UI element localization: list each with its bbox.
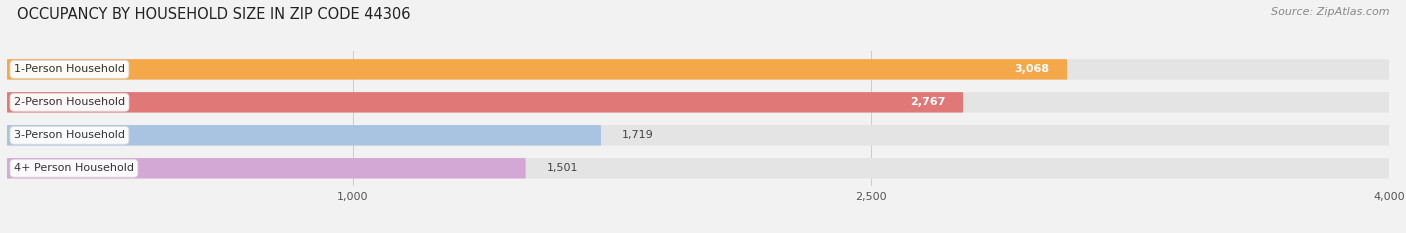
Text: Source: ZipAtlas.com: Source: ZipAtlas.com [1271, 7, 1389, 17]
Text: 1,719: 1,719 [621, 130, 654, 140]
FancyBboxPatch shape [7, 92, 963, 113]
FancyBboxPatch shape [7, 59, 1389, 80]
FancyBboxPatch shape [7, 59, 1067, 80]
Text: 2-Person Household: 2-Person Household [14, 97, 125, 107]
Text: OCCUPANCY BY HOUSEHOLD SIZE IN ZIP CODE 44306: OCCUPANCY BY HOUSEHOLD SIZE IN ZIP CODE … [17, 7, 411, 22]
Text: 3-Person Household: 3-Person Household [14, 130, 125, 140]
Text: 4+ Person Household: 4+ Person Household [14, 163, 134, 173]
Text: 3,068: 3,068 [1015, 64, 1050, 74]
FancyBboxPatch shape [7, 125, 600, 146]
FancyBboxPatch shape [7, 158, 526, 178]
FancyBboxPatch shape [7, 125, 1389, 146]
Text: 2,767: 2,767 [911, 97, 946, 107]
FancyBboxPatch shape [7, 92, 1389, 113]
FancyBboxPatch shape [7, 158, 1389, 178]
Text: 1,501: 1,501 [547, 163, 578, 173]
Text: 1-Person Household: 1-Person Household [14, 64, 125, 74]
